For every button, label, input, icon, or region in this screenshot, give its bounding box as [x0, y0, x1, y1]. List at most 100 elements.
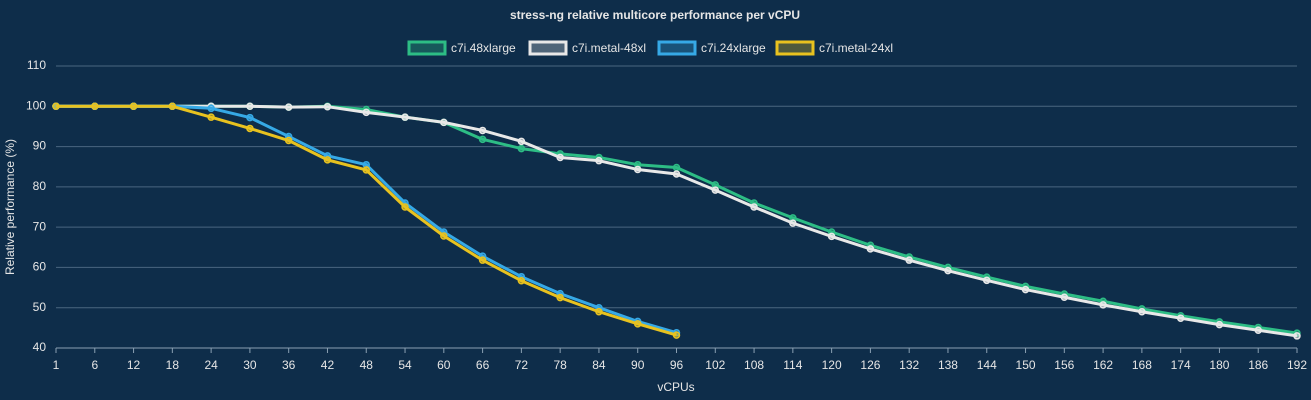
- data-point: [672, 170, 681, 178]
- data-point: [866, 245, 875, 253]
- x-tick-label: 60: [437, 358, 451, 372]
- x-axis-label: vCPUs: [657, 380, 694, 394]
- legend-swatch: [775, 40, 815, 56]
- data-point: [672, 163, 681, 172]
- x-tick-label: 156: [1054, 358, 1074, 372]
- y-tick-label: 40: [33, 340, 47, 354]
- x-tick-label: 54: [398, 358, 412, 372]
- x-tick-label: 12: [127, 358, 141, 372]
- series-line: [56, 104, 677, 335]
- y-tick-label: 60: [33, 260, 47, 274]
- x-tick-label: 138: [938, 358, 958, 372]
- data-point: [284, 103, 293, 111]
- x-tick-label: 90: [631, 358, 645, 372]
- data-point: [633, 165, 642, 174]
- x-tick-label: 120: [822, 358, 842, 372]
- data-point: [1099, 301, 1107, 309]
- y-axis-label: Relative performance (%): [3, 139, 17, 275]
- x-tick-label: 192: [1287, 358, 1307, 372]
- data-point: [362, 166, 370, 174]
- x-tick-label: 18: [166, 358, 180, 372]
- series-line: [56, 104, 1298, 335]
- y-tick-label: 90: [33, 139, 47, 153]
- data-point: [323, 102, 332, 111]
- data-point: [246, 124, 254, 133]
- data-point: [983, 276, 991, 285]
- data-point: [750, 203, 758, 211]
- data-point: [246, 113, 254, 122]
- data-point: [91, 102, 99, 111]
- data-point: [517, 144, 526, 153]
- x-tick-label: 1: [53, 358, 60, 372]
- data-point: [556, 153, 564, 162]
- data-point: [595, 307, 603, 316]
- legend-label: c7i.metal-24xl: [819, 41, 893, 55]
- data-point: [672, 331, 681, 339]
- legend-swatch: [407, 40, 447, 56]
- x-tick-label: 162: [1093, 358, 1113, 372]
- data-point: [1021, 285, 1030, 294]
- legend-label: c7i.24xlarge: [701, 41, 766, 55]
- x-tick-label: 180: [1209, 358, 1229, 372]
- data-point: [401, 113, 409, 121]
- data-point: [1176, 314, 1185, 322]
- data-point: [129, 102, 138, 111]
- data-point: [1254, 326, 1262, 335]
- x-tick-label: 36: [282, 358, 296, 372]
- data-point: [1060, 293, 1069, 301]
- x-tick-label: 30: [243, 358, 257, 372]
- y-tick-label: 110: [27, 58, 46, 72]
- data-point: [1215, 320, 1224, 329]
- data-point: [284, 136, 293, 145]
- x-tick-label: 96: [670, 358, 684, 372]
- data-point: [517, 276, 526, 285]
- data-point: [517, 137, 526, 146]
- chart-title: stress-ng relative multicore performance…: [510, 8, 800, 22]
- x-tick-label: 42: [321, 358, 335, 372]
- data-point: [478, 126, 487, 135]
- x-tick-label: 24: [204, 358, 218, 372]
- legend-label: c7i.metal-48xl: [572, 41, 646, 55]
- data-point: [789, 219, 797, 227]
- x-tick-label: 114: [783, 358, 802, 372]
- x-tick-label: 6: [91, 358, 98, 372]
- data-point: [207, 113, 215, 121]
- legend-swatch: [657, 40, 697, 56]
- data-point: [323, 156, 332, 164]
- data-point: [168, 102, 177, 111]
- x-tick-label: 186: [1248, 358, 1268, 372]
- data-point: [827, 232, 836, 241]
- data-point: [711, 186, 720, 194]
- data-point: [440, 118, 448, 127]
- y-tick-label: 70: [33, 219, 47, 233]
- x-tick-label: 168: [1132, 358, 1152, 372]
- data-point: [1138, 307, 1146, 316]
- legend-label: c7i.48xlarge: [451, 41, 516, 55]
- y-tick-label: 80: [33, 179, 47, 193]
- x-tick-label: 174: [1171, 358, 1191, 372]
- data-point: [246, 102, 254, 111]
- data-point: [401, 203, 409, 211]
- x-tick-label: 66: [476, 358, 490, 372]
- data-point: [944, 266, 952, 275]
- x-tick-label: 108: [744, 358, 764, 372]
- x-tick-label: 72: [515, 358, 529, 372]
- x-tick-label: 144: [977, 358, 997, 372]
- data-point: [478, 256, 487, 264]
- data-point: [556, 293, 564, 302]
- y-tick-label: 50: [33, 300, 47, 314]
- x-tick-label: 48: [360, 358, 374, 372]
- data-point: [207, 104, 215, 113]
- data-point: [905, 256, 913, 264]
- legend-swatch: [528, 40, 568, 56]
- x-tick-label: 126: [860, 358, 880, 372]
- data-point: [595, 156, 603, 165]
- y-tick-label: 100: [26, 98, 46, 112]
- data-point: [440, 232, 448, 240]
- data-point: [1293, 332, 1301, 340]
- x-tick-label: 84: [592, 358, 606, 372]
- data-point: [478, 135, 487, 144]
- x-tick-label: 150: [1016, 358, 1036, 372]
- data-point: [362, 108, 370, 117]
